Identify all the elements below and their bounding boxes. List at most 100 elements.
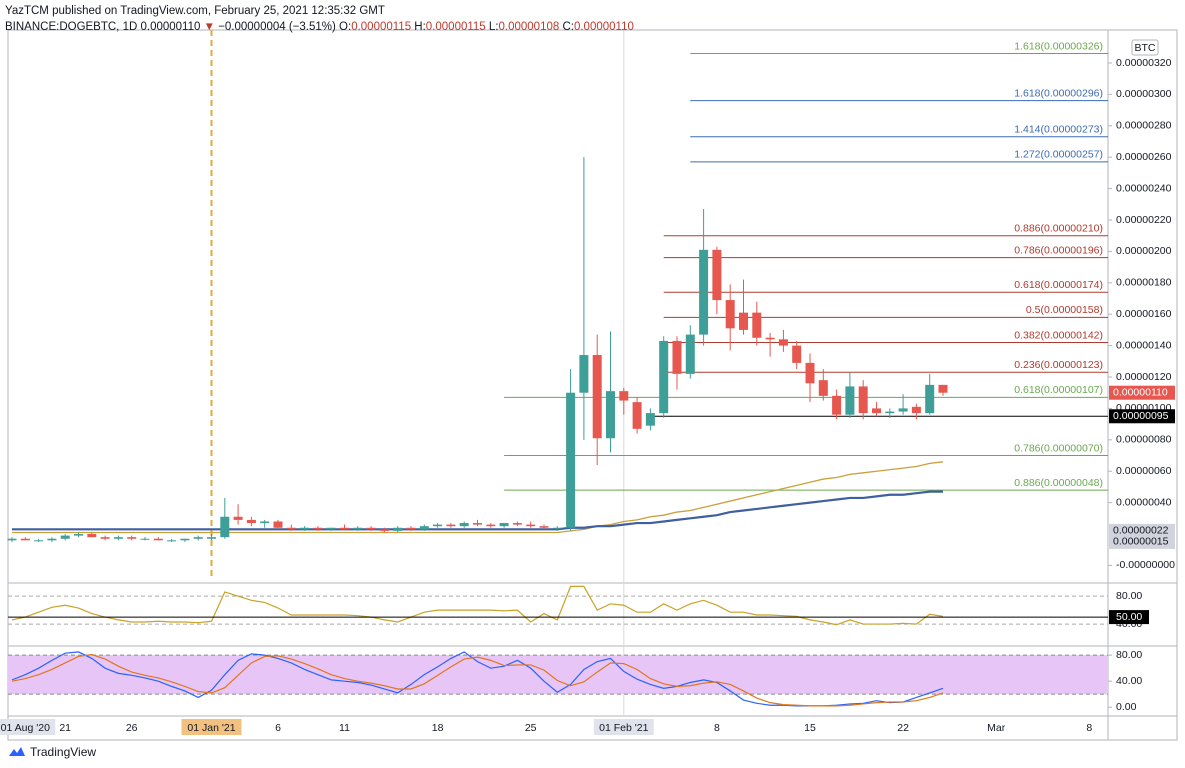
candle-body: [419, 526, 429, 530]
brand: TradingView: [30, 745, 97, 759]
y-tick-label: 0.00: [1116, 701, 1137, 713]
level-label: 0.786(0.00000196): [1014, 244, 1103, 256]
x-tick-label: Mar: [987, 722, 1006, 734]
x-tick-label: 01 Jan '21: [187, 722, 235, 734]
change: −0.00000004 (−3.51%): [218, 21, 336, 33]
candle-body: [220, 516, 230, 538]
y-tick-label: 0.00000040: [1116, 496, 1172, 508]
ohlc-name: O:: [339, 21, 352, 33]
candle-body: [313, 527, 323, 530]
candle-body: [832, 395, 842, 415]
candle-body: [499, 523, 509, 527]
level-badge-label: 50.00: [1116, 611, 1142, 623]
header: YazTCM published on TradingView.com, Feb…: [5, 3, 634, 35]
candle-body: [872, 408, 881, 414]
level-label: 1.618(0.00000326): [1014, 40, 1103, 52]
candle-body: [685, 334, 695, 374]
candle-body: [20, 538, 30, 541]
candle-body: [566, 392, 576, 528]
candle-body: [353, 527, 363, 530]
candle-body: [153, 538, 163, 541]
candle-body: [379, 529, 389, 531]
moving-average: [12, 461, 944, 534]
x-tick-label: 8: [714, 722, 720, 734]
y-tick-label: 0.00000240: [1116, 182, 1172, 194]
candle-body: [100, 537, 110, 539]
candle-body: [60, 535, 70, 539]
band: [8, 655, 1108, 695]
ohlc-3: C:0.00000110: [562, 21, 633, 33]
ohlc-1: H:0.00000115: [414, 21, 485, 33]
candle-body: [606, 391, 615, 439]
ohlc-2: L:0.00000108: [489, 21, 559, 33]
candle-body: [207, 537, 216, 539]
candle-body: [925, 384, 935, 414]
candle-body: [818, 380, 828, 396]
date-badge: [593, 719, 654, 735]
moving-average: [12, 490, 943, 531]
y-tick-label: 0.00000060: [1116, 465, 1172, 477]
candle-body: [47, 538, 57, 541]
candle-body: [7, 538, 17, 541]
candle-body: [552, 527, 562, 529]
y-tick-label: 0.00000280: [1116, 120, 1172, 132]
level-label: 0.618(0.00000107): [1014, 384, 1103, 396]
candle-body: [579, 355, 589, 393]
x-tick-label: 15: [804, 722, 816, 734]
y-tick-label: 0.00000260: [1116, 151, 1172, 163]
candle-body: [446, 524, 456, 527]
footer: TradingView: [8, 745, 96, 759]
price-badge: [1109, 385, 1175, 400]
candle-body: [127, 537, 137, 539]
x-tick-label: 01 Feb '21: [599, 722, 648, 734]
level-label: 1.272(0.00000257): [1014, 149, 1103, 161]
level-label: 1.414(0.00000273): [1014, 124, 1103, 136]
candle-body: [672, 340, 682, 374]
level-label: 0.5(0.00000158): [1026, 304, 1103, 316]
y-tick-label: 80.00: [1116, 649, 1142, 661]
candle-body: [34, 540, 44, 542]
price-badge-label: 0.00000095: [1113, 410, 1169, 422]
price-badge: [1109, 534, 1175, 549]
candle-body: [911, 406, 921, 414]
candle-body: [486, 524, 496, 527]
candle-body: [659, 340, 669, 414]
x-tick-label: 11: [339, 722, 350, 734]
candle-body: [473, 523, 482, 525]
candle-body: [845, 386, 855, 415]
candle-body: [286, 527, 296, 530]
candle-body: [340, 527, 349, 530]
unit-box: [1131, 39, 1159, 56]
level-label: 0.786(0.00000070): [1014, 442, 1103, 454]
y-tick-label: 0.00000300: [1116, 88, 1172, 100]
candle-body: [193, 537, 203, 539]
y-tick-label: 80.00: [1116, 590, 1142, 602]
candle-body: [246, 519, 256, 524]
candle-body: [858, 386, 868, 414]
ohlc-name: C:: [562, 21, 574, 33]
x-tick-label: 01 Aug '20: [1, 722, 50, 734]
y-tick-label: 0.00000180: [1116, 277, 1172, 289]
x-tick-label: 18: [432, 722, 444, 734]
y-tick-label: 0.00000140: [1116, 339, 1172, 351]
candle-body: [725, 300, 735, 329]
ohlc-value: 0.00000115: [425, 21, 486, 33]
ohlc-value: 0.00000110: [573, 21, 634, 33]
candle-body: [406, 527, 416, 530]
level-badge: [1109, 610, 1149, 625]
logo: [9, 747, 25, 756]
level-label: 0.886(0.00000048): [1014, 477, 1103, 489]
unit-label: BTC: [1135, 42, 1156, 54]
candle-body: [699, 249, 709, 335]
price-badge: [1109, 409, 1175, 424]
level-label: 1.618(0.00000296): [1014, 87, 1103, 99]
date-badge: [181, 719, 242, 735]
candle-body: [632, 402, 642, 429]
candle-body: [765, 337, 775, 340]
candle-body: [233, 516, 243, 520]
candle-body: [87, 534, 97, 538]
candle-body: [619, 391, 629, 401]
ohlc-0: O:0.00000115: [339, 21, 411, 33]
price-badge-label: 0.00000015: [1113, 536, 1169, 548]
